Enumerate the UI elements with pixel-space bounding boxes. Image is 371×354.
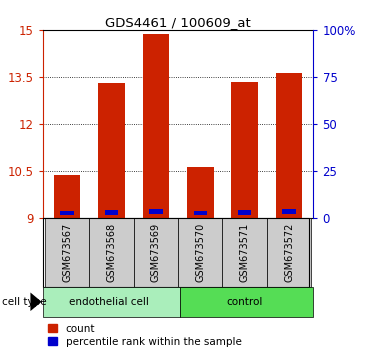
Bar	[238, 210, 251, 215]
Bar	[98, 83, 125, 218]
Bar	[60, 211, 74, 215]
Bar	[232, 82, 258, 218]
Bar	[134, 218, 178, 287]
Text: control: control	[226, 297, 263, 307]
Bar	[45, 218, 89, 287]
Text: GSM673571: GSM673571	[240, 223, 250, 282]
Bar	[194, 211, 207, 215]
Legend: count, percentile rank within the sample: count, percentile rank within the sample	[48, 324, 242, 347]
Text: GSM673572: GSM673572	[284, 223, 294, 282]
Text: GSM673567: GSM673567	[62, 223, 72, 282]
Bar	[178, 218, 223, 287]
Text: GSM673570: GSM673570	[195, 223, 205, 282]
Bar	[223, 218, 267, 287]
Bar	[54, 176, 81, 218]
Bar	[142, 34, 169, 218]
Bar	[276, 73, 302, 218]
Bar	[89, 218, 134, 287]
Polygon shape	[30, 292, 42, 311]
Text: GSM673568: GSM673568	[106, 223, 116, 282]
Bar	[267, 218, 311, 287]
Text: GSM673569: GSM673569	[151, 223, 161, 282]
Bar	[105, 210, 118, 215]
Text: endothelial cell: endothelial cell	[69, 297, 149, 307]
Title: GDS4461 / 100609_at: GDS4461 / 100609_at	[105, 16, 251, 29]
Bar	[43, 287, 180, 317]
Bar	[187, 167, 214, 218]
Bar	[149, 209, 162, 214]
Bar	[282, 209, 296, 214]
Bar	[180, 287, 313, 317]
Text: cell type: cell type	[2, 297, 46, 307]
